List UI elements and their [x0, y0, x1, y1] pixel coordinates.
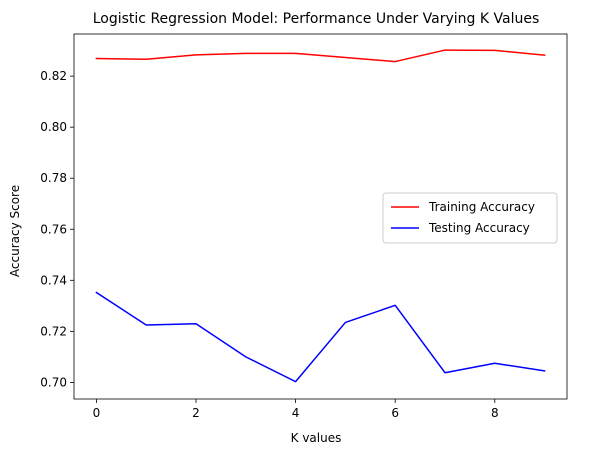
legend-label-1: Training Accuracy [428, 200, 535, 214]
y-tick-label: 0.78 [40, 171, 67, 185]
y-tick-label: 0.76 [40, 222, 67, 236]
x-tick-label: 4 [292, 406, 300, 420]
plot-area: 0 2 4 6 8 0.70 0.72 0.74 0.76 0.78 0.80 0.82 [40, 33, 568, 420]
x-tick-label: 6 [391, 406, 399, 420]
series-line-1 [95, 49, 546, 63]
legend-box [382, 192, 558, 244]
legend: Training Accuracy Testing Accuracy [382, 192, 558, 244]
legend-label-2: Testing Accuracy [428, 221, 530, 235]
y-tick-label: 0.82 [40, 69, 67, 83]
x-tick-label: 8 [491, 406, 499, 420]
chart-title: Logistic Regression Model: Performance U… [93, 11, 540, 27]
y-tick-label: 0.70 [40, 375, 67, 389]
x-tick-label: 0 [93, 406, 101, 420]
y-tick-label: 0.74 [40, 273, 67, 287]
y-axis-label: Accuracy Score [8, 185, 22, 277]
axes-frame [73, 33, 568, 400]
x-tick-label: 2 [192, 406, 200, 420]
y-tick-label: 0.80 [40, 120, 67, 134]
y-tick-label: 0.72 [40, 324, 67, 338]
series-line-2 [95, 291, 546, 383]
x-axis-label: K values [291, 431, 342, 445]
